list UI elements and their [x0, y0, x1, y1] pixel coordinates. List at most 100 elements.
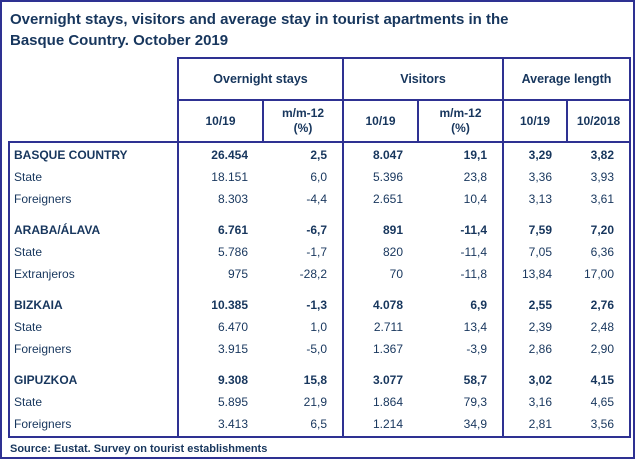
value-cell: 3,82: [567, 142, 632, 166]
row-label: State: [8, 241, 179, 263]
value-cell: -11,4: [418, 241, 505, 263]
value-cell: -11,8: [418, 263, 505, 285]
value-cell: 2.711: [373, 320, 404, 334]
table-row: Foreigners 3.915 -5,0 1.367 -3,9 2,86 2,90: [8, 338, 632, 360]
value-cell: 820: [382, 245, 404, 259]
value-cell: 6.761: [217, 223, 248, 237]
value-cell: 5.786: [217, 245, 248, 259]
value-cell: 6,0: [263, 166, 345, 188]
value-cell: -1,3: [263, 285, 345, 316]
column-header: 10/19: [342, 99, 420, 143]
value-cell: 8.303: [217, 192, 248, 206]
value-cell: 58,7: [418, 360, 505, 391]
territory-total-row: ARABA/ÁLAVA 6.761 -6,7 891 -11,4 7,59 7,20: [8, 210, 632, 241]
value-cell: 4.078: [372, 298, 404, 312]
value-cell: 7,20: [567, 210, 632, 241]
row-label: ARABA/ÁLAVA: [8, 210, 179, 241]
row-label: GIPUZKOA: [8, 360, 179, 391]
value-cell: 3.413: [178, 413, 263, 438]
column-header: 10/2018: [566, 99, 632, 143]
value-cell: 10,4: [418, 188, 505, 210]
row-label: Foreigners: [8, 413, 179, 438]
value-cell: 891: [382, 223, 404, 237]
value-cell: 3,16: [528, 395, 553, 409]
value-cell: 6,5: [263, 413, 345, 438]
stub-cell: [9, 58, 178, 100]
value-cell: 2,39: [528, 320, 553, 334]
value-cell: 7,05: [528, 245, 553, 259]
stats-table: Overnight stays Visitors Average length …: [8, 57, 632, 438]
value-cell: 13,4: [418, 316, 505, 338]
value-cell: 3,56: [567, 413, 632, 438]
column-header: m/m-12 (%): [261, 99, 345, 143]
value-cell: 1.367: [372, 342, 404, 356]
value-cell: 3,93: [567, 166, 632, 188]
table-subheader-row: 10/19 m/m-12 (%) 10/19 m/m-12 (%) 10/19 10/2018: [9, 99, 632, 143]
value-cell: 3,36: [528, 170, 553, 184]
value-cell: 2.651: [372, 192, 404, 206]
row-label: State: [8, 316, 179, 338]
table-row: Foreigners 8.303 -4,4 2.651 10,4 3,13 3,61: [8, 188, 632, 210]
value-cell: 6,36: [567, 241, 632, 263]
column-group-visitors: Visitors: [342, 57, 505, 101]
value-cell: 18.151: [211, 170, 248, 184]
table-row: State 5.895 21,9 1.864 79,3 3,16 4,65: [8, 391, 632, 413]
value-cell: 8.047: [372, 148, 404, 162]
column-header: m/m-12 (%): [417, 99, 505, 143]
value-cell: 15,8: [263, 360, 345, 391]
value-cell: -11,4: [418, 210, 505, 241]
value-cell: 975: [227, 267, 248, 281]
value-cell: 4,15: [567, 360, 632, 391]
value-cell: 2,55: [528, 298, 553, 312]
stub-cell: [9, 100, 178, 143]
value-cell: 3.077: [372, 373, 404, 387]
value-cell: -5,0: [263, 338, 345, 360]
value-cell: 34,9: [418, 413, 505, 438]
table-group-header-row: Overnight stays Visitors Average length: [9, 57, 632, 101]
value-cell: 19,1: [418, 142, 505, 166]
value-cell: 3.915: [217, 342, 248, 356]
table-row: Foreigners 3.413 6,5 1.214 34,9 2,81 3,56: [8, 413, 632, 438]
value-cell: -6,7: [263, 210, 345, 241]
page-title: Overnight stays, visitors and average st…: [2, 2, 633, 55]
value-cell: 1.214: [343, 413, 419, 438]
row-label: Foreigners: [8, 188, 179, 210]
table-row: State 5.786 -1,7 820 -11,4 7,05 6,36: [8, 241, 632, 263]
column-header: 10/19: [177, 99, 264, 143]
value-cell: 9.308: [217, 373, 248, 387]
value-cell: 2,48: [567, 316, 632, 338]
row-label: State: [8, 166, 179, 188]
value-cell: 5.895: [217, 395, 248, 409]
value-cell: 2,81: [503, 413, 568, 438]
value-cell: 3,61: [567, 188, 632, 210]
value-cell: -1,7: [263, 241, 345, 263]
value-cell: 2,86: [528, 342, 553, 356]
value-cell: -28,2: [263, 263, 345, 285]
value-cell: -3,9: [418, 338, 505, 360]
value-cell: 2,76: [567, 285, 632, 316]
value-cell: 10.385: [211, 298, 248, 312]
value-cell: 3,02: [528, 373, 553, 387]
row-label: BIZKAIA: [8, 285, 179, 316]
value-cell: 17,00: [567, 263, 632, 285]
territory-total-row: BASQUE COUNTRY 26.454 2,5 8.047 19,1 3,29 3,82: [8, 142, 632, 166]
column-header: 10/19: [502, 99, 569, 143]
value-cell: 21,9: [263, 391, 345, 413]
value-cell: 6,9: [418, 285, 505, 316]
row-label: Foreigners: [8, 338, 179, 360]
row-label: Extranjeros: [8, 263, 179, 285]
value-cell: 2,5: [263, 142, 345, 166]
value-cell: 6.470: [217, 320, 248, 334]
column-group-average-length: Average length: [502, 57, 632, 101]
value-cell: 3,29: [528, 148, 553, 162]
table-row: State 6.470 1,0 2.711 13,4 2,39 2,48: [8, 316, 632, 338]
table-row: Extranjeros 975 -28,2 70 -11,8 13,84 17,00: [8, 263, 632, 285]
row-label: State: [8, 391, 179, 413]
territory-total-row: BIZKAIA 10.385 -1,3 4.078 6,9 2,55 2,76: [8, 285, 632, 316]
value-cell: 26.454: [211, 148, 248, 162]
value-cell: 5.396: [372, 170, 404, 184]
value-cell: 3,13: [528, 192, 553, 206]
table-body: BASQUE COUNTRY 26.454 2,5 8.047 19,1 3,29 3,82…: [8, 142, 632, 438]
value-cell: -4,4: [263, 188, 345, 210]
